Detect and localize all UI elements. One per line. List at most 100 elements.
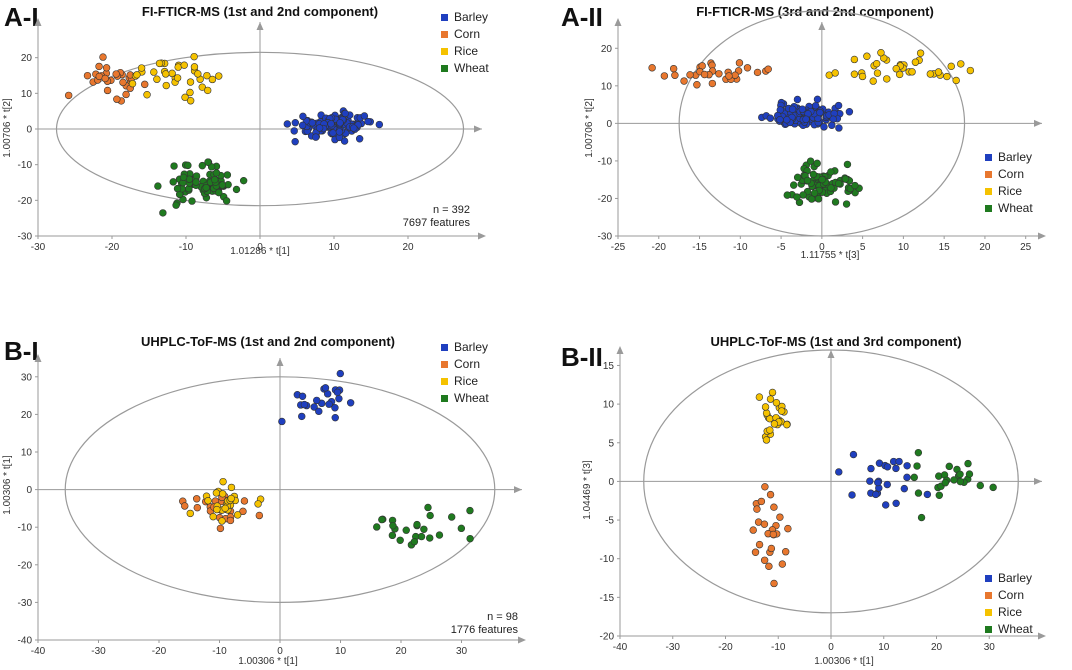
legend-label-wheat: Wheat xyxy=(454,61,489,75)
data-point-corn xyxy=(731,71,739,79)
legend: Barley Corn Rice Wheat xyxy=(441,10,489,75)
data-point-wheat xyxy=(435,531,444,539)
data-point-rice xyxy=(181,93,189,102)
y-frame-arrow xyxy=(616,346,624,354)
data-point-rice xyxy=(895,70,904,79)
data-point-wheat xyxy=(378,515,386,524)
legend-label-rice: Rice xyxy=(998,184,1022,198)
data-point-rice xyxy=(872,59,881,68)
legend-label-rice: Rice xyxy=(998,605,1022,619)
x-axis-label: 1.11755 * t[3] xyxy=(801,250,860,261)
x-tick-label: -40 xyxy=(613,642,628,653)
data-point-wheat xyxy=(426,511,434,520)
series-barley xyxy=(758,95,854,132)
series-barley xyxy=(835,450,932,509)
series-wheat xyxy=(783,157,863,208)
x-frame-arrow xyxy=(478,232,486,240)
data-point-corn xyxy=(693,81,701,89)
data-point-wheat xyxy=(457,524,466,533)
data-point-rice xyxy=(952,76,960,85)
data-point-rice xyxy=(150,68,158,76)
data-point-rice xyxy=(186,88,194,97)
sample-annotation: 1776 features xyxy=(451,624,519,636)
panel-a-i: A-I FI-FTICR-MS (1st and 2nd component) -3… xyxy=(2,2,489,257)
series-wheat xyxy=(373,503,474,549)
data-point-barley xyxy=(360,112,369,120)
data-point-barley xyxy=(327,120,335,128)
data-point-wheat xyxy=(810,189,819,197)
y-tick-label: -20 xyxy=(598,194,613,205)
data-point-barley xyxy=(290,127,298,135)
data-point-rice xyxy=(155,59,164,68)
data-point-wheat xyxy=(783,191,791,199)
legend-swatch-rice xyxy=(441,48,448,55)
data-point-wheat xyxy=(827,168,835,176)
data-point-wheat xyxy=(965,470,974,478)
data-point-corn xyxy=(226,516,235,525)
y-tick-label: 15 xyxy=(603,361,615,372)
data-point-corn xyxy=(749,526,757,534)
data-point-barley xyxy=(883,463,892,471)
data-point-rice xyxy=(213,505,221,514)
data-point-rice xyxy=(934,68,943,76)
y-tick-label: 20 xyxy=(21,53,33,64)
data-point-rice xyxy=(755,393,764,401)
data-point-rice xyxy=(143,91,151,99)
data-point-rice xyxy=(173,74,182,82)
data-point-corn xyxy=(192,495,201,503)
data-point-wheat xyxy=(410,537,419,546)
data-point-corn xyxy=(753,505,761,513)
x-tick-label: 0 xyxy=(257,242,263,253)
data-point-rice xyxy=(869,77,877,85)
x-tick-label: 20 xyxy=(979,242,991,253)
data-point-wheat xyxy=(218,181,227,189)
data-point-barley xyxy=(923,490,932,499)
data-point-corn xyxy=(95,62,103,71)
legend-swatch-wheat xyxy=(985,205,992,212)
series-rice xyxy=(755,388,791,444)
data-point-corn xyxy=(193,503,202,512)
data-point-rice xyxy=(186,78,195,86)
data-point-wheat xyxy=(212,169,221,177)
data-point-rice xyxy=(873,69,882,77)
legend: Barley Corn Rice Wheat xyxy=(441,340,489,405)
data-point-wheat xyxy=(198,161,207,170)
data-point-corn xyxy=(769,530,778,539)
y-axis-arrow xyxy=(256,22,264,30)
data-point-barley xyxy=(867,464,875,473)
data-point-wheat xyxy=(793,193,801,201)
x-tick-label: -5 xyxy=(777,242,786,253)
series-wheat xyxy=(154,158,248,217)
y-tick-label: -20 xyxy=(18,196,33,207)
data-point-corn xyxy=(765,562,773,571)
y-tick-label: -10 xyxy=(600,554,615,565)
data-point-barley xyxy=(335,394,343,403)
legend-label-barley: Barley xyxy=(998,571,1032,585)
data-point-corn xyxy=(64,91,73,100)
chart-title: UHPLC-ToF-MS (1st and 3rd component) xyxy=(710,334,961,349)
legend-label-rice: Rice xyxy=(454,374,478,388)
y-tick-label: -20 xyxy=(600,632,615,643)
legend-swatch-barley xyxy=(985,575,992,582)
data-point-wheat xyxy=(956,477,965,486)
x-tick-label: -10 xyxy=(771,642,786,653)
legend-label-corn: Corn xyxy=(454,27,480,41)
data-point-rice xyxy=(209,512,217,521)
data-point-barley xyxy=(299,112,307,121)
data-point-corn xyxy=(725,72,733,80)
data-point-wheat xyxy=(799,191,807,199)
data-point-barley xyxy=(315,124,324,132)
data-point-barley xyxy=(341,109,349,118)
data-point-barley xyxy=(892,464,900,473)
x-frame-arrow xyxy=(1038,632,1046,640)
panel-label: A-II xyxy=(561,2,603,32)
y-tick-label: -30 xyxy=(18,598,33,609)
sample-annotation: n = 392 xyxy=(433,204,470,216)
data-point-rice xyxy=(227,494,235,503)
data-point-wheat xyxy=(841,175,850,183)
legend-swatch-wheat xyxy=(985,626,992,633)
y-axis-label: 1.00706 * t[2] xyxy=(2,98,13,158)
legend-swatch-barley xyxy=(985,154,992,161)
x-tick-label: -10 xyxy=(179,242,194,253)
y-axis-arrow xyxy=(827,350,835,358)
